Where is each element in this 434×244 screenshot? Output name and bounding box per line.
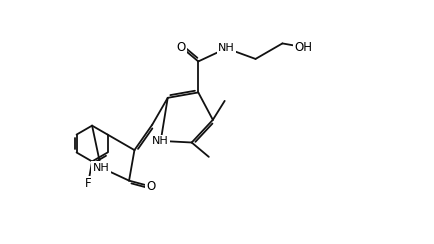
Text: O: O xyxy=(146,180,155,193)
Text: NH: NH xyxy=(218,43,235,53)
Text: NH: NH xyxy=(152,136,169,146)
Text: F: F xyxy=(85,177,92,190)
Text: OH: OH xyxy=(294,41,312,54)
Text: NH: NH xyxy=(92,163,109,173)
Text: O: O xyxy=(177,41,186,54)
